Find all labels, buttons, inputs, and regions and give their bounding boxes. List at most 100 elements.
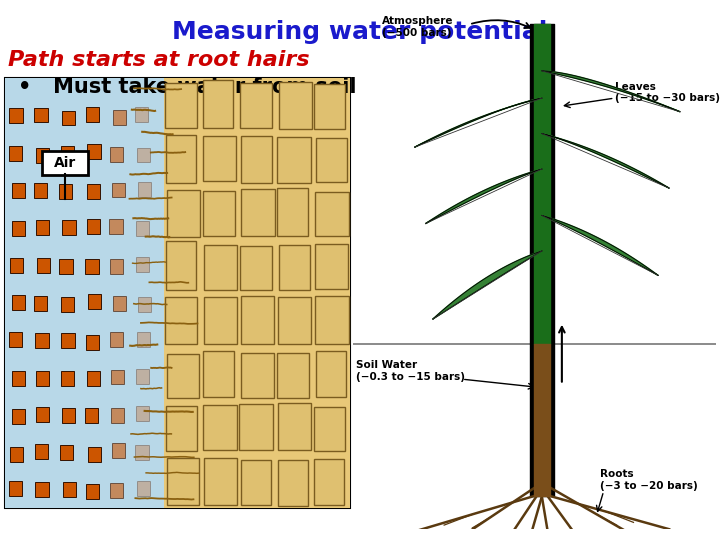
- Bar: [88, 294, 101, 309]
- Bar: [63, 482, 76, 497]
- Bar: [167, 354, 199, 398]
- Bar: [87, 184, 101, 199]
- Bar: [163, 78, 350, 508]
- Text: Roots
(−3 to −20 bars): Roots (−3 to −20 bars): [600, 469, 698, 491]
- Bar: [9, 332, 22, 347]
- Bar: [12, 295, 25, 310]
- Bar: [241, 296, 274, 345]
- Bar: [316, 138, 347, 182]
- Bar: [61, 146, 74, 160]
- Bar: [63, 111, 76, 125]
- Bar: [135, 107, 148, 122]
- Bar: [12, 409, 25, 424]
- Polygon shape: [426, 169, 542, 224]
- FancyBboxPatch shape: [42, 151, 89, 175]
- Bar: [86, 484, 99, 500]
- Bar: [278, 403, 311, 450]
- Bar: [315, 296, 349, 344]
- Bar: [167, 458, 199, 505]
- Bar: [5, 78, 163, 508]
- Bar: [137, 332, 150, 347]
- Bar: [62, 408, 75, 423]
- Bar: [9, 482, 22, 496]
- Bar: [113, 296, 126, 310]
- Bar: [63, 220, 76, 235]
- Bar: [138, 297, 151, 312]
- Bar: [12, 371, 24, 386]
- Bar: [166, 241, 196, 289]
- Bar: [87, 144, 101, 159]
- Text: Soil Water
(−0.3 to −15 bars): Soil Water (−0.3 to −15 bars): [356, 360, 465, 382]
- Bar: [166, 406, 197, 451]
- Bar: [166, 190, 200, 237]
- Bar: [279, 460, 308, 505]
- Polygon shape: [433, 251, 542, 319]
- Bar: [10, 447, 23, 462]
- Bar: [241, 136, 271, 183]
- Bar: [61, 296, 74, 312]
- Bar: [60, 259, 73, 274]
- Bar: [112, 443, 125, 458]
- Bar: [111, 408, 124, 423]
- Bar: [110, 483, 123, 497]
- Bar: [166, 136, 197, 183]
- Bar: [315, 244, 348, 289]
- Bar: [34, 296, 47, 312]
- Polygon shape: [542, 133, 669, 188]
- Text: •   Must take water from soil: • Must take water from soil: [18, 77, 356, 97]
- Bar: [203, 80, 233, 128]
- Bar: [277, 188, 308, 236]
- Bar: [279, 83, 312, 129]
- Bar: [37, 258, 50, 273]
- Bar: [204, 245, 237, 289]
- Bar: [314, 407, 345, 451]
- Bar: [60, 446, 73, 460]
- Polygon shape: [542, 215, 658, 275]
- Bar: [88, 447, 101, 462]
- Bar: [35, 220, 49, 235]
- Bar: [86, 371, 100, 386]
- Bar: [12, 221, 24, 235]
- Bar: [138, 183, 151, 197]
- Bar: [203, 191, 235, 236]
- Bar: [109, 219, 122, 234]
- Bar: [138, 481, 150, 496]
- Bar: [203, 351, 234, 397]
- Polygon shape: [542, 71, 680, 112]
- Bar: [61, 333, 75, 348]
- Bar: [12, 183, 24, 198]
- Text: Path starts at root hairs: Path starts at root hairs: [8, 50, 310, 70]
- Bar: [240, 460, 271, 505]
- Bar: [136, 369, 149, 384]
- Bar: [314, 84, 345, 129]
- Bar: [277, 137, 311, 183]
- Bar: [240, 404, 273, 450]
- Bar: [136, 407, 149, 421]
- Bar: [109, 332, 123, 347]
- Bar: [314, 459, 344, 505]
- Text: Air: Air: [54, 156, 76, 170]
- Bar: [87, 219, 100, 234]
- Bar: [112, 183, 125, 198]
- Bar: [9, 146, 22, 161]
- Text: Atmosphere
(−500 bars): Atmosphere (−500 bars): [382, 16, 454, 38]
- Bar: [204, 458, 237, 505]
- Bar: [36, 407, 49, 422]
- Bar: [35, 443, 48, 458]
- Bar: [166, 83, 197, 127]
- Text: Measuring water potential: Measuring water potential: [172, 20, 548, 44]
- Bar: [60, 371, 74, 386]
- Bar: [35, 482, 48, 497]
- Bar: [35, 107, 48, 123]
- Bar: [110, 147, 123, 162]
- Bar: [137, 147, 150, 163]
- Bar: [203, 136, 235, 181]
- Bar: [10, 258, 23, 273]
- Bar: [110, 259, 123, 274]
- Bar: [9, 109, 22, 123]
- Bar: [241, 188, 275, 236]
- Bar: [240, 246, 272, 291]
- Bar: [113, 110, 126, 125]
- Bar: [204, 297, 237, 344]
- Bar: [135, 221, 149, 236]
